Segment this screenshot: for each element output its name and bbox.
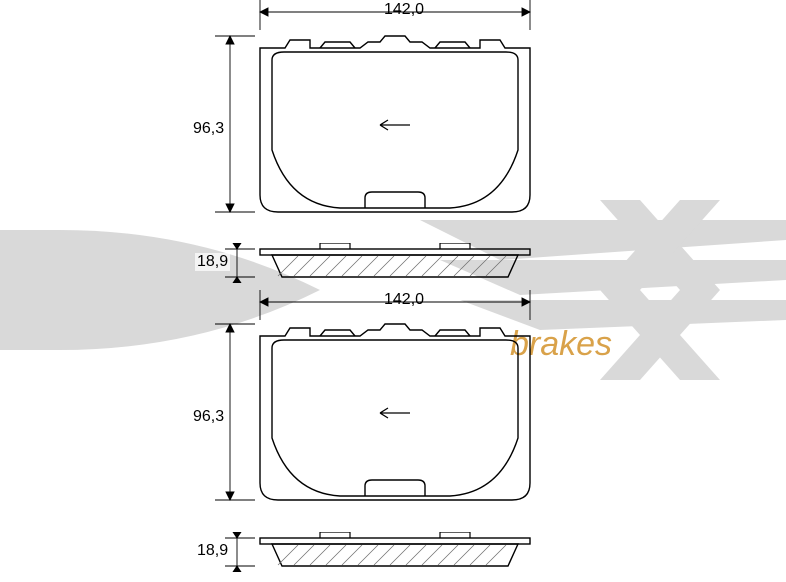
dim-top-width [250, 0, 540, 30]
view-top-side [250, 243, 540, 283]
dim-top-thickness [215, 243, 255, 283]
dim-bottom-width [250, 290, 540, 320]
dim-bottom-thickness [215, 532, 255, 572]
view-bottom-front [250, 318, 540, 518]
view-bottom-side [250, 532, 540, 572]
view-top-front [250, 30, 540, 230]
dim-top-height [175, 30, 255, 230]
dim-bottom-height [175, 318, 255, 518]
